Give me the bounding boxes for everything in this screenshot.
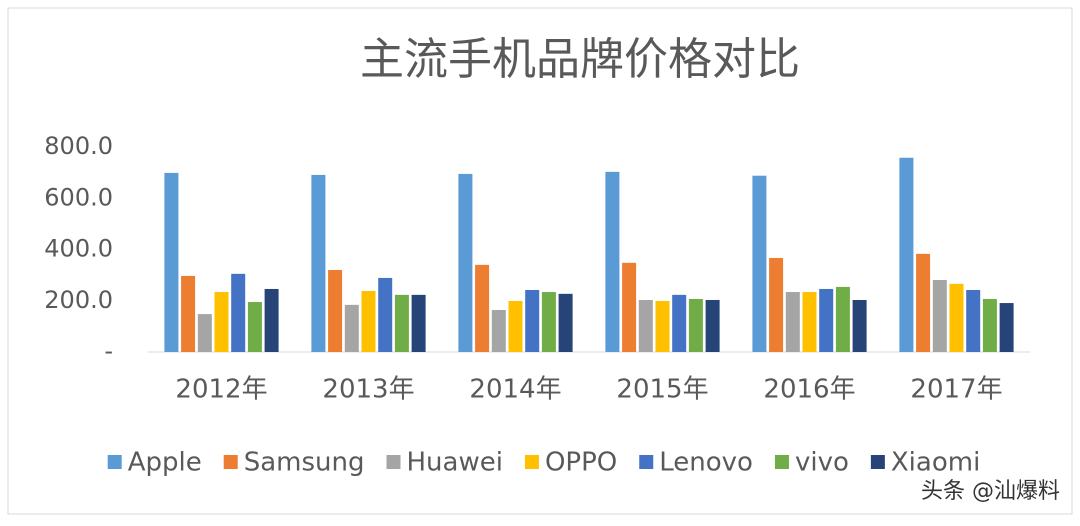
bar <box>197 314 212 352</box>
bar <box>475 264 490 352</box>
chart-border <box>7 7 1073 515</box>
x-tick-label: 2015年 <box>616 375 708 405</box>
bar <box>491 309 506 352</box>
bar <box>785 292 800 352</box>
legend: Apple Samsung Huawei OPPO Lenovo vivo Xiaomi <box>107 448 980 478</box>
bar <box>605 171 620 352</box>
bar <box>949 283 964 352</box>
x-tick-label: 2014年 <box>469 375 561 405</box>
bar <box>752 175 767 352</box>
x-tick-label: 2012年 <box>175 375 267 405</box>
legend-label: Huawei <box>406 448 502 478</box>
bar <box>181 275 196 352</box>
bar <box>311 174 326 352</box>
chart-title: 主流手机品牌价格对比 <box>360 34 800 85</box>
legend-swatch <box>386 455 401 469</box>
legend-swatch <box>107 455 122 469</box>
bar <box>361 291 376 352</box>
legend-swatch <box>524 455 539 469</box>
y-tick-label: 600.0 <box>44 183 113 211</box>
bar <box>655 301 670 352</box>
bar <box>394 294 409 352</box>
bar <box>672 294 687 352</box>
bar <box>966 289 981 352</box>
legend-label: Apple <box>128 448 202 478</box>
bar <box>835 286 850 352</box>
bar <box>819 288 834 352</box>
bar <box>247 302 262 352</box>
bar <box>164 172 179 352</box>
y-tick-label: 200.0 <box>44 286 113 314</box>
legend-swatch <box>639 455 654 469</box>
bar <box>852 299 867 352</box>
bar <box>932 279 947 352</box>
legend-swatch <box>223 455 238 469</box>
bar <box>525 289 540 352</box>
bar <box>558 293 573 352</box>
watermark: 头条 @汕爆料 <box>921 479 1060 504</box>
legend-label: Samsung <box>244 448 365 478</box>
bar <box>999 303 1014 352</box>
bar <box>622 262 637 352</box>
bar <box>916 253 931 352</box>
bar <box>231 273 246 352</box>
bar <box>541 292 556 352</box>
y-tick-label: 800.0 <box>44 132 113 160</box>
bar <box>458 173 473 352</box>
bar <box>214 292 229 352</box>
bar <box>769 257 784 352</box>
bar <box>378 277 393 352</box>
x-tick-label: 2016年 <box>763 375 855 405</box>
legend-swatch <box>870 455 885 469</box>
bar <box>344 304 359 352</box>
bar <box>328 270 343 352</box>
y-tick-label: 400.0 <box>44 235 113 263</box>
bar <box>899 157 914 352</box>
legend-label: Xiaomi <box>891 448 980 478</box>
y-tick-label: - <box>104 337 113 365</box>
bar <box>638 299 653 352</box>
legend-swatch <box>774 455 789 469</box>
x-tick-label: 2017年 <box>910 375 1002 405</box>
legend-label: Lenovo <box>659 448 753 478</box>
bar <box>688 298 703 352</box>
bar <box>705 299 720 352</box>
legend-label: OPPO <box>545 448 617 478</box>
bar <box>802 292 817 352</box>
bar <box>508 301 523 352</box>
legend-label: vivo <box>795 448 849 478</box>
bar <box>982 298 997 352</box>
bar <box>264 288 279 352</box>
bar <box>411 294 426 352</box>
x-tick-label: 2013年 <box>322 375 414 405</box>
